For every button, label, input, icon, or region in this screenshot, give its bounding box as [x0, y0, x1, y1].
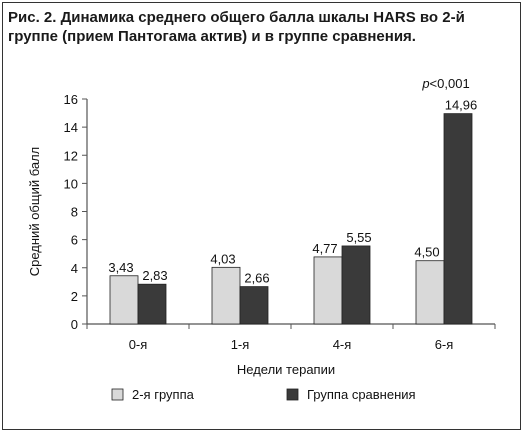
y-tick-label: 12	[64, 148, 78, 163]
data-label: 5,55	[346, 230, 371, 245]
y-tick-label: 8	[71, 205, 78, 220]
bar	[239, 286, 269, 325]
legend-label: 2-я группа	[132, 387, 195, 402]
data-label: 3,43	[108, 260, 133, 275]
y-tick-label: 0	[71, 317, 78, 332]
bars: 3,43 2,83 4,03 2,66 4,77 5,55 4,50 14,96 p<0,001	[108, 76, 478, 325]
legend-swatch	[286, 388, 299, 401]
y-tick-label: 10	[64, 176, 78, 191]
bar	[415, 260, 445, 325]
x-axis-title: Недели терапии	[237, 362, 335, 377]
bar	[443, 113, 473, 325]
data-label: 2,83	[142, 268, 167, 283]
legend-label: Группа сравнения	[307, 387, 416, 402]
y-tick-label: 16	[64, 92, 78, 107]
chart-frame	[2, 2, 521, 430]
data-label: 4,77	[312, 241, 337, 256]
y-tick-label: 4	[71, 261, 78, 276]
bar	[211, 266, 241, 325]
data-label: 4,50	[414, 245, 439, 260]
data-label: 14,96	[445, 98, 478, 113]
legend: 2-я группа Группа сравнения	[111, 387, 416, 402]
y-tick-label: 2	[71, 289, 78, 304]
bar	[137, 283, 167, 325]
chart-title: Рис. 2. Динамика среднего общего балла ш…	[8, 9, 465, 45]
x-tick-label: 6-я	[435, 337, 454, 352]
bar	[109, 275, 139, 325]
legend-swatch	[111, 388, 124, 401]
y-axis-title: Средний общий балл	[27, 147, 42, 277]
x-tick-label: 4-я	[333, 337, 352, 352]
y-tick-label: 6	[71, 233, 78, 248]
bar	[341, 245, 371, 325]
data-label: 4,03	[210, 251, 235, 266]
data-label: 2,66	[244, 271, 269, 286]
x-tick-label: 0-я	[129, 337, 148, 352]
p-value-annotation: p<0,001	[421, 76, 469, 91]
bar	[313, 256, 343, 325]
y-tick-label: 14	[64, 120, 78, 135]
x-tick-label: 1-я	[231, 337, 250, 352]
